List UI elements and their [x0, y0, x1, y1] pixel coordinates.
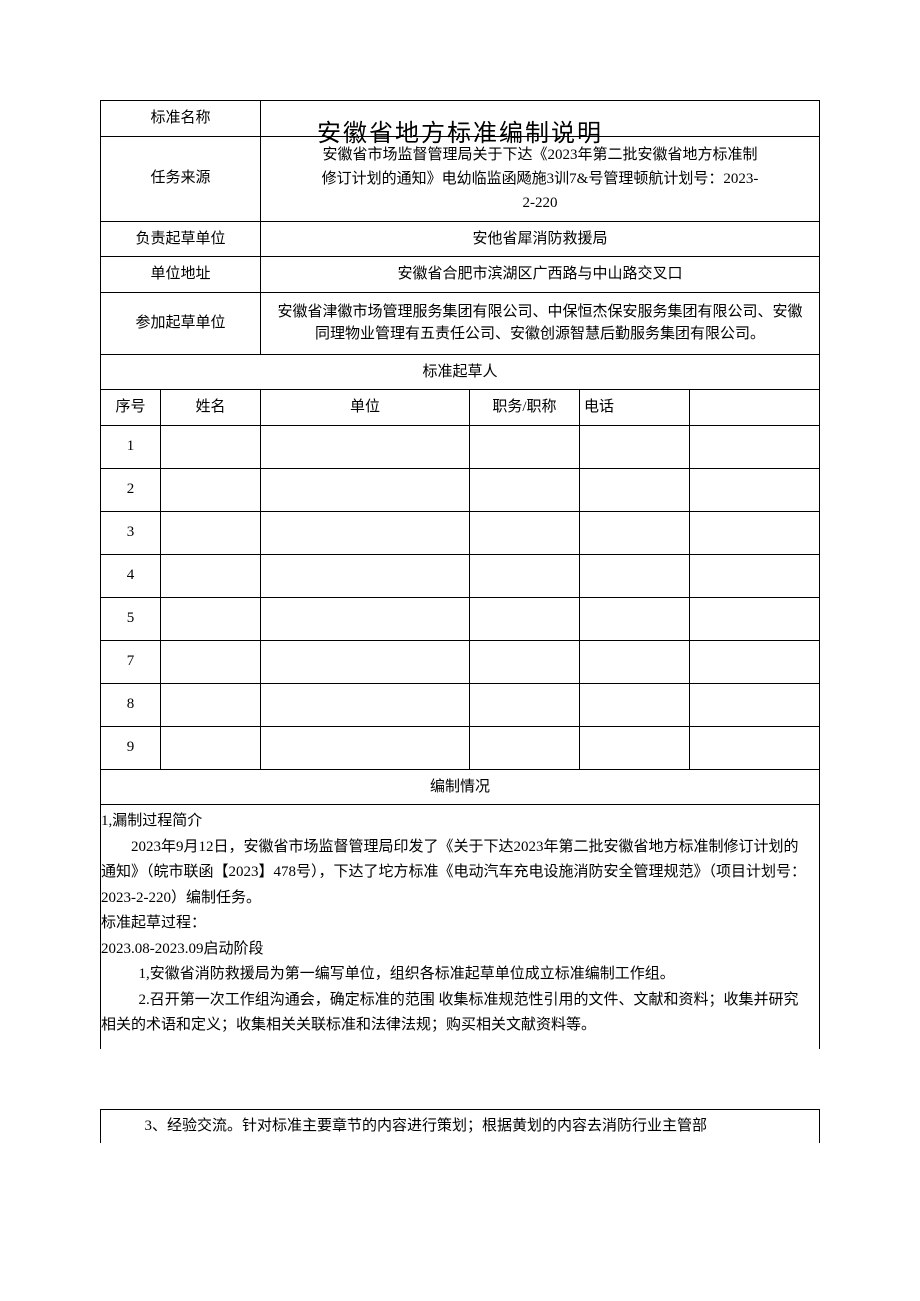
- drafter-phone: [579, 726, 689, 769]
- drafter-phone: [579, 468, 689, 511]
- drafter-row: 3: [101, 511, 820, 554]
- drafter-phone: [579, 683, 689, 726]
- col-blank: [689, 390, 819, 426]
- drafter-name: [161, 554, 261, 597]
- drafter-phone: [579, 597, 689, 640]
- label-participating-units: 参加起草单位: [101, 292, 261, 354]
- row-task-source: 任务来源 安徽省市场监督管理局关于下达《2023年第二批安徽省地方标准制 修订计…: [101, 136, 820, 221]
- label-responsible-unit: 负责起草单位: [101, 221, 261, 257]
- drafter-phone: [579, 425, 689, 468]
- drafter-seq: 3: [101, 511, 161, 554]
- task-source-line1: 安徽省市场监督管理局关于下达《2023年第二批安徽省地方标准制: [322, 147, 757, 163]
- comp-p3: 2023.08-2023.09启动阶段: [101, 937, 813, 963]
- drafter-name: [161, 425, 261, 468]
- drafter-blank: [689, 683, 819, 726]
- label-unit-address: 单位地址: [101, 257, 261, 293]
- value-unit-address: 安徽省合肥市滨湖区广西路与中山路交叉口: [261, 257, 820, 293]
- row-compilation-header: 编制情况: [101, 769, 820, 805]
- drafter-unit: [261, 640, 470, 683]
- row-drafter-columns: 序号 姓名 单位 职务/职称 电话: [101, 390, 820, 426]
- drafter-blank: [689, 726, 819, 769]
- drafter-unit: [261, 468, 470, 511]
- drafter-blank: [689, 511, 819, 554]
- drafter-phone: [579, 554, 689, 597]
- info-table: 标准名称 任务来源 安徽省市场监督管理局关于下达《2023年第二批安徽省地方标准…: [100, 100, 820, 805]
- comp-p5: 2.召开第一次工作组沟通会，确定标准的范围 收集标准规范性引用的文件、文献和资料…: [101, 988, 813, 1039]
- drafter-jobtitle: [469, 597, 579, 640]
- drafter-unit: [261, 726, 470, 769]
- value-task-source: 安徽省市场监督管理局关于下达《2023年第二批安徽省地方标准制 修订计划的通知》…: [261, 136, 820, 221]
- value-standard-name: [261, 101, 820, 137]
- row-responsible-unit: 负责起草单位 安他省犀消防救援局: [101, 221, 820, 257]
- drafter-blank: [689, 468, 819, 511]
- drafter-jobtitle: [469, 683, 579, 726]
- drafter-unit: [261, 683, 470, 726]
- drafter-jobtitle: [469, 640, 579, 683]
- drafter-name: [161, 468, 261, 511]
- task-source-line2: 修订计划的通知》电幼临监函飏施3训7&号管理顿航计划号：2023-: [322, 171, 759, 187]
- task-source-line3: 2-220: [523, 195, 558, 211]
- drafter-seq: 2: [101, 468, 161, 511]
- drafter-row: 7: [101, 640, 820, 683]
- drafter-unit: [261, 425, 470, 468]
- page-gap: [100, 1049, 820, 1109]
- drafter-unit: [261, 511, 470, 554]
- label-compilation-header: 编制情况: [101, 769, 820, 805]
- drafter-name: [161, 726, 261, 769]
- comp-p-bottom: 3、经验交流。针对标准主要章节的内容进行策划；根据黄划的内容去消防行业主管部: [107, 1114, 813, 1140]
- row-drafters-header: 标准起草人: [101, 354, 820, 390]
- drafter-row: 8: [101, 683, 820, 726]
- col-phone: 电话: [579, 390, 689, 426]
- drafter-blank: [689, 554, 819, 597]
- drafter-seq: 7: [101, 640, 161, 683]
- drafter-seq: 1: [101, 425, 161, 468]
- drafter-name: [161, 640, 261, 683]
- value-participating-units: 安徽省津徽市场管理服务集团有限公司、中保恒杰保安服务集团有限公司、安徽同理物业管…: [261, 292, 820, 354]
- drafter-blank: [689, 597, 819, 640]
- row-unit-address: 单位地址 安徽省合肥市滨湖区广西路与中山路交叉口: [101, 257, 820, 293]
- comp-p0: 1,漏制过程简介: [101, 809, 813, 835]
- row-standard-name: 标准名称: [101, 101, 820, 137]
- drafter-unit: [261, 597, 470, 640]
- compilation-bottom: 3、经验交流。针对标准主要章节的内容进行策划；根据黄划的内容去消防行业主管部: [100, 1109, 820, 1144]
- row-participating-units: 参加起草单位 安徽省津徽市场管理服务集团有限公司、中保恒杰保安服务集团有限公司、…: [101, 292, 820, 354]
- drafter-blank: [689, 640, 819, 683]
- drafter-unit: [261, 554, 470, 597]
- label-task-source: 任务来源: [101, 136, 261, 221]
- drafter-phone: [579, 640, 689, 683]
- drafter-jobtitle: [469, 726, 579, 769]
- drafter-row: 2: [101, 468, 820, 511]
- comp-p1: 2023年9月12日，安徽省市场监督管理局印发了《关于下达2023年第二批安徽省…: [101, 835, 813, 912]
- drafter-name: [161, 597, 261, 640]
- col-seq: 序号: [101, 390, 161, 426]
- drafter-seq: 9: [101, 726, 161, 769]
- col-jobtitle: 职务/职称: [469, 390, 579, 426]
- drafter-row: 1: [101, 425, 820, 468]
- col-name: 姓名: [161, 390, 261, 426]
- drafter-seq: 5: [101, 597, 161, 640]
- comp-p2: 标准起草过程：: [101, 911, 813, 937]
- drafter-name: [161, 511, 261, 554]
- drafter-jobtitle: [469, 511, 579, 554]
- drafter-row: 9: [101, 726, 820, 769]
- drafter-seq: 8: [101, 683, 161, 726]
- label-drafters-header: 标准起草人: [101, 354, 820, 390]
- label-standard-name: 标准名称: [101, 101, 261, 137]
- col-unit: 单位: [261, 390, 470, 426]
- drafter-jobtitle: [469, 468, 579, 511]
- value-responsible-unit: 安他省犀消防救援局: [261, 221, 820, 257]
- drafter-blank: [689, 425, 819, 468]
- drafter-jobtitle: [469, 554, 579, 597]
- drafter-row: 4: [101, 554, 820, 597]
- compilation-body: 1,漏制过程简介 2023年9月12日，安徽省市场监督管理局印发了《关于下达20…: [100, 805, 820, 1049]
- drafter-row: 5: [101, 597, 820, 640]
- drafter-jobtitle: [469, 425, 579, 468]
- comp-p4: 1,安徽省消防救援局为第一编写单位，组织各标准起草单位成立标准编制工作组。: [101, 962, 813, 988]
- drafter-phone: [579, 511, 689, 554]
- drafter-seq: 4: [101, 554, 161, 597]
- drafter-name: [161, 683, 261, 726]
